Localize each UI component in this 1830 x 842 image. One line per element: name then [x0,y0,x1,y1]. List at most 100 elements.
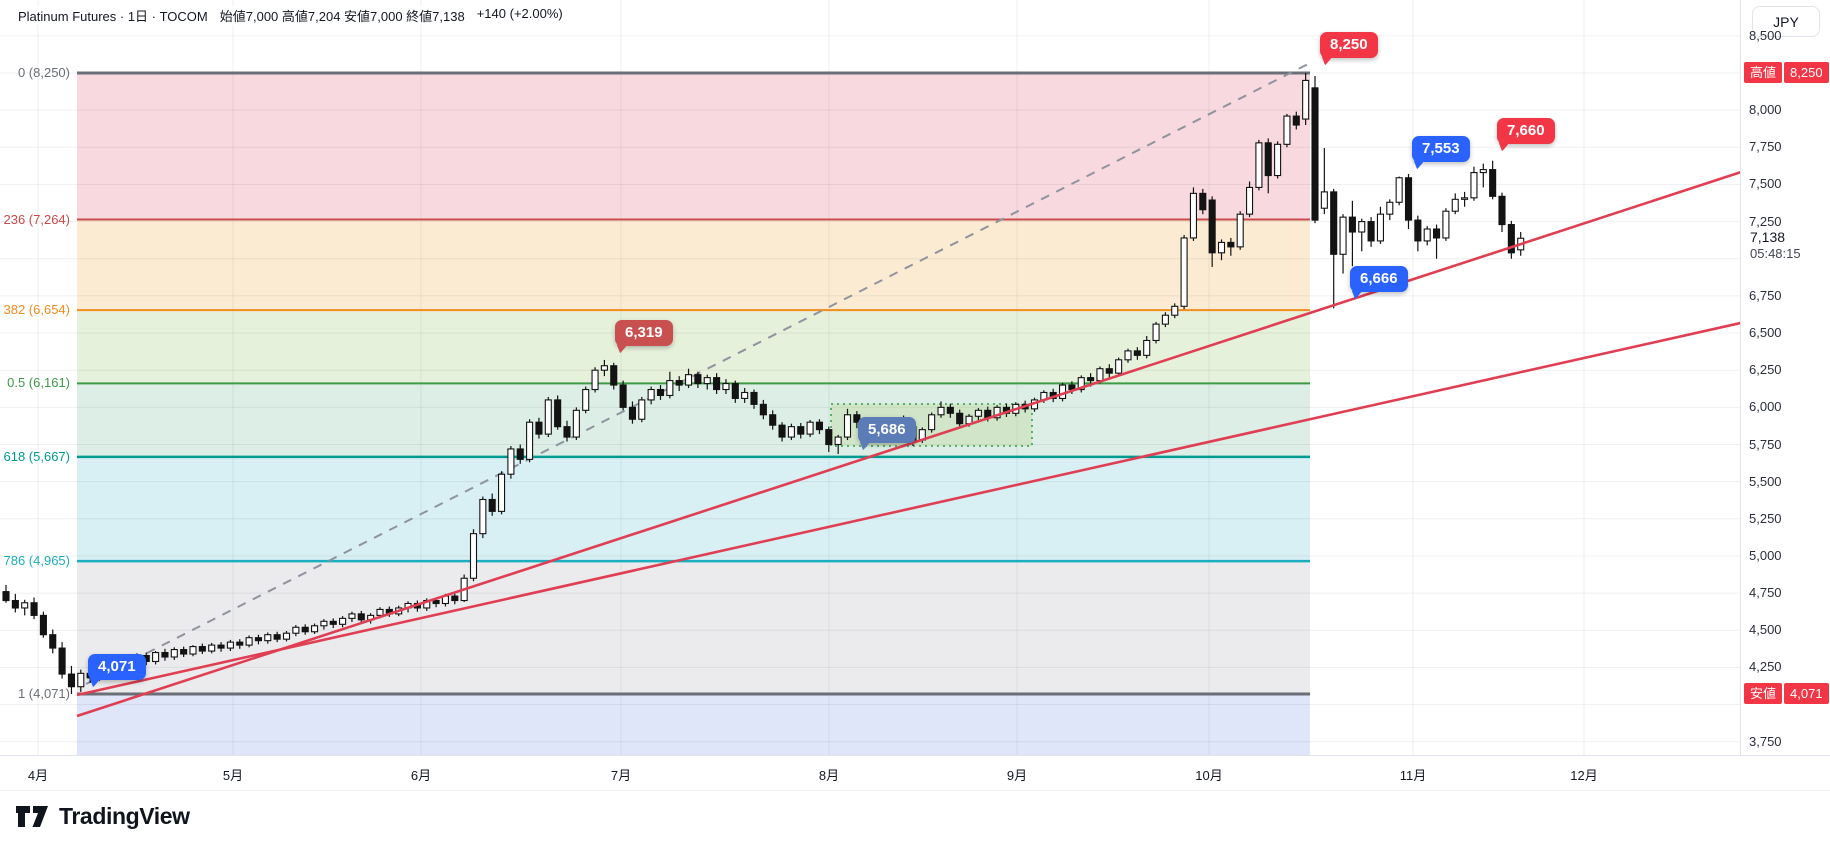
candle-body[interactable] [526,421,534,460]
candle-body[interactable] [806,421,814,435]
candle-body[interactable] [1096,368,1104,382]
candle-body[interactable] [1236,213,1244,248]
trendline[interactable] [76,303,1740,697]
candle-body[interactable] [563,426,571,438]
candle-body[interactable] [722,383,730,391]
candle-body[interactable] [666,380,674,397]
candle-body[interactable] [787,426,795,438]
candle-body[interactable] [310,625,319,633]
candle-body[interactable] [497,473,506,512]
candle-body[interactable] [1498,195,1506,226]
candle-body[interactable] [1442,210,1450,239]
candle-body[interactable] [937,406,945,416]
candle-body[interactable] [58,647,66,675]
candle-body[interactable] [797,426,805,435]
candle-body[interactable] [591,369,599,391]
chart-legend[interactable]: Platinum Futures · 1日 · TOCOM 始値7,000 高値… [14,6,567,25]
candle-body[interactable] [30,602,38,616]
candle-body[interactable] [1507,224,1515,254]
candle-body[interactable] [348,613,356,619]
candle-body[interactable] [376,608,384,616]
candle-body[interactable] [1105,368,1113,374]
price-callout-badge[interactable]: 6,319 [615,320,673,346]
candle-body[interactable] [469,533,478,579]
candle-body[interactable] [1133,350,1141,356]
candle-body[interactable] [1404,177,1413,221]
candle-body[interactable] [1386,201,1394,215]
candle-body[interactable] [535,421,543,435]
candle-body[interactable] [1330,191,1338,255]
candle-body[interactable] [236,641,244,646]
candle-body[interactable] [1208,199,1216,254]
candle-body[interactable] [273,634,281,640]
candle-body[interactable] [170,649,178,658]
candle-body[interactable] [11,599,19,609]
candle-body[interactable] [1255,142,1263,188]
candle-body[interactable] [264,634,272,642]
candle-body[interactable] [1180,237,1188,307]
candle-body[interactable] [357,613,365,621]
candle-body[interactable] [301,626,309,633]
candle-body[interactable] [21,602,29,609]
currency-toggle-button[interactable]: JPY [1752,6,1820,37]
candle-body[interactable] [516,448,524,460]
candle-body[interactable] [488,498,496,512]
candle-body[interactable] [1143,339,1151,356]
candle-body[interactable] [329,620,337,625]
candle-body[interactable] [1292,115,1300,126]
candle-body[interactable] [1227,241,1235,248]
candle-body[interactable] [1311,87,1319,221]
candle-body[interactable] [1115,359,1123,374]
candle-body[interactable] [647,388,655,401]
candle-body[interactable] [226,641,234,649]
candle-body[interactable] [49,634,57,649]
candle-body[interactable] [1264,142,1272,177]
candle-body[interactable] [769,414,777,426]
candle-body[interactable] [1152,323,1160,342]
candle-body[interactable] [1274,143,1282,177]
time-axis[interactable]: 4月 5月 6月 7月 8月 9月 10月 11月 12月 [0,755,1830,791]
candle-body[interactable] [834,436,842,446]
candle-body[interactable] [1302,79,1310,120]
price-callout-badge[interactable]: 5,686 [858,417,916,443]
candle-body[interactable] [1451,198,1459,212]
candle-body[interactable] [161,651,169,658]
candle-body[interactable] [610,365,618,386]
candle-body[interactable] [759,403,767,416]
candle-body[interactable] [1217,241,1226,254]
candle-body[interactable] [217,644,225,649]
candle-body[interactable] [1376,213,1384,242]
candle-body[interactable] [638,399,646,420]
candle-body[interactable] [675,380,683,386]
candle-body[interactable] [582,388,590,411]
candle-body[interactable] [1479,169,1487,174]
candle-body[interactable] [1348,216,1356,233]
candle-body[interactable] [282,632,291,640]
candle-body[interactable] [1433,228,1441,239]
candle-body[interactable] [1124,350,1132,361]
candle-body[interactable] [684,374,693,386]
price-axis[interactable]: JPY 高値 8,250 安値 4,071 7,138 05:48:15 8,5… [1740,0,1830,755]
candle-body[interactable] [1161,314,1169,325]
candle-body[interactable] [208,644,216,652]
price-callout-badge[interactable]: 8,250 [1320,32,1378,58]
candle-body[interactable] [432,599,440,605]
candle-body[interactable] [479,498,487,535]
candle-body[interactable] [320,620,328,627]
candle-body[interactable] [152,651,160,663]
candle-body[interactable] [713,377,721,391]
candle-body[interactable] [750,391,758,405]
candle-body[interactable] [956,412,964,425]
candle-body[interactable] [245,637,253,646]
candle-body[interactable] [946,406,954,414]
candle-body[interactable] [928,414,936,431]
candle-body[interactable] [1320,191,1328,209]
candle-body[interactable] [600,365,608,371]
price-chart-canvas[interactable] [0,0,1740,755]
candle-body[interactable] [778,424,786,438]
candle-body[interactable] [1059,384,1067,399]
candle-body[interactable] [703,377,711,385]
candle-body[interactable] [1461,197,1469,200]
candle-body[interactable] [39,614,47,636]
candle-body[interactable] [628,406,637,420]
